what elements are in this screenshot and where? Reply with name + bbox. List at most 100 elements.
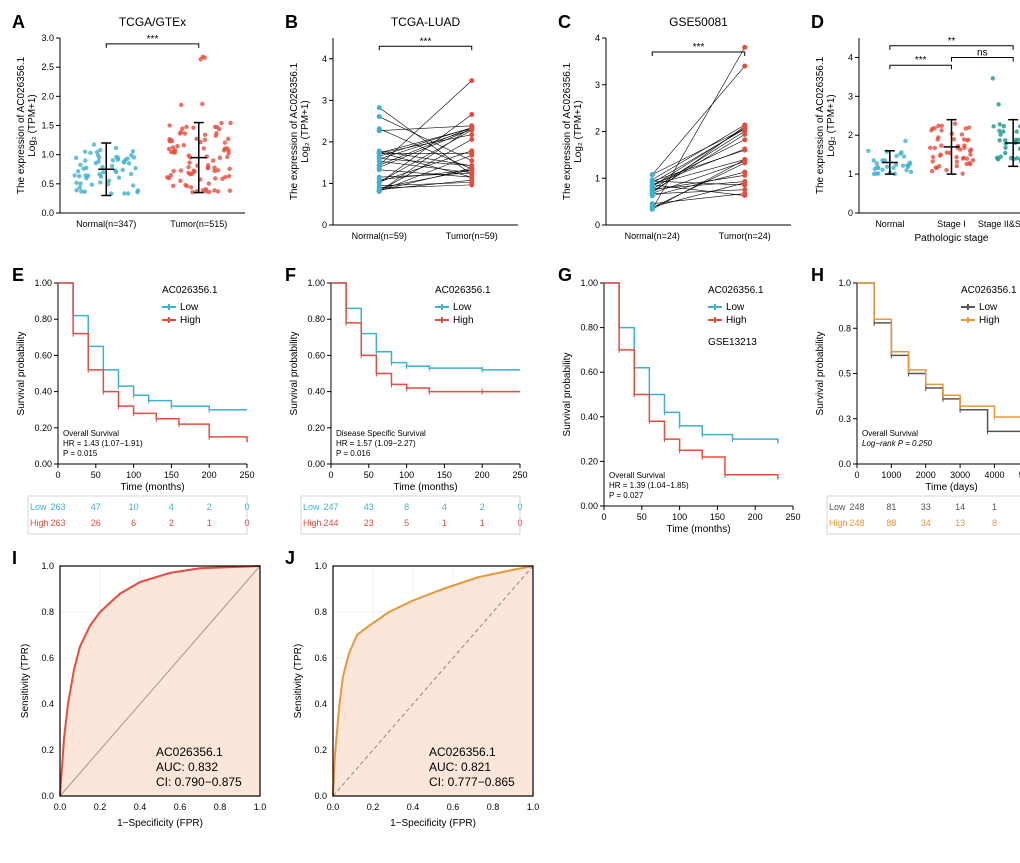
svg-text:GSE13213: GSE13213: [708, 337, 757, 348]
svg-text:8: 8: [404, 502, 409, 512]
svg-text:Normal: Normal: [875, 219, 904, 229]
svg-text:Survival probability: Survival probability: [16, 332, 27, 416]
svg-text:AC026356.1: AC026356.1: [708, 285, 764, 296]
svg-text:43: 43: [364, 502, 374, 512]
svg-text:248: 248: [849, 518, 864, 528]
svg-text:Time (days): Time (days): [925, 482, 977, 493]
svg-text:2.5: 2.5: [41, 62, 54, 72]
svg-text:1.0: 1.0: [41, 150, 54, 160]
svg-text:0.2: 0.2: [41, 745, 54, 755]
svg-text:***: ***: [915, 55, 927, 66]
figure-grid: A0.00.51.01.52.02.53.0TCGA/GTExThe expre…: [10, 10, 1010, 836]
svg-text:P = 0.027: P = 0.027: [609, 491, 644, 500]
svg-text:HR = 1.43 (1.07−1.91): HR = 1.43 (1.07−1.91): [63, 439, 143, 448]
svg-text:0.6: 0.6: [174, 802, 187, 812]
svg-text:**: **: [948, 36, 956, 47]
panel-G: G0.000.200.400.600.801.00050100150200250…: [556, 263, 801, 538]
svg-text:1.0: 1.0: [41, 561, 54, 571]
svg-text:2: 2: [595, 127, 600, 137]
panel-label: D: [811, 12, 824, 33]
svg-text:0.60: 0.60: [307, 350, 325, 360]
svg-text:Survival probability: Survival probability: [289, 332, 300, 416]
svg-text:2: 2: [207, 502, 212, 512]
svg-text:200: 200: [748, 512, 763, 522]
svg-text:0.20: 0.20: [34, 423, 52, 433]
svg-text:AC026356.1: AC026356.1: [961, 285, 1017, 296]
svg-text:0: 0: [322, 220, 327, 230]
panel-label: A: [12, 12, 25, 33]
panel-C: C01234GSE50081The expression of AC026356…: [556, 10, 801, 255]
svg-text:0: 0: [244, 518, 249, 528]
svg-text:4: 4: [848, 52, 853, 62]
svg-text:Overall Survival: Overall Survival: [609, 471, 665, 480]
svg-text:100: 100: [126, 470, 141, 480]
svg-text:250: 250: [239, 470, 254, 480]
svg-text:GSE50081: GSE50081: [669, 15, 728, 29]
svg-text:4: 4: [322, 54, 327, 64]
panel-label: B: [285, 12, 298, 33]
svg-text:6: 6: [131, 518, 136, 528]
svg-text:0.80: 0.80: [307, 314, 325, 324]
svg-text:47: 47: [91, 502, 101, 512]
svg-text:Pathologic stage: Pathologic stage: [915, 233, 989, 244]
svg-text:248: 248: [849, 502, 864, 512]
panel-I: I0.00.00.20.20.40.40.60.60.80.81.01.01−S…: [10, 546, 275, 836]
svg-text:Stage I: Stage I: [937, 219, 966, 229]
svg-text:Log₂ (TPM+1): Log₂ (TPM+1): [826, 94, 837, 157]
svg-text:Log−rank P = 0.250: Log−rank P = 0.250: [862, 439, 933, 448]
svg-text:AC026356.1: AC026356.1: [156, 745, 223, 759]
svg-text:The expression of AC026356.1: The expression of AC026356.1: [289, 62, 300, 200]
svg-text:Log₂ (TPM+1): Log₂ (TPM+1): [300, 100, 311, 163]
svg-text:HR = 1.57 (1.09−2.27): HR = 1.57 (1.09−2.27): [336, 439, 416, 448]
svg-text:1.00: 1.00: [580, 278, 598, 288]
svg-text:Normal(n=59): Normal(n=59): [352, 231, 407, 241]
svg-text:0.40: 0.40: [580, 412, 598, 422]
svg-text:1.5: 1.5: [41, 121, 54, 131]
svg-text:Stage II&Stage III: Stage II&Stage III: [978, 219, 1020, 229]
svg-text:0.80: 0.80: [34, 314, 52, 324]
svg-text:0.60: 0.60: [580, 367, 598, 377]
svg-text:1: 1: [595, 173, 600, 183]
svg-text:150: 150: [710, 512, 725, 522]
svg-text:0: 0: [595, 220, 600, 230]
svg-text:High: High: [303, 518, 322, 528]
svg-text:High: High: [979, 315, 1000, 326]
svg-text:0.80: 0.80: [580, 323, 598, 333]
svg-text:0.40: 0.40: [34, 387, 52, 397]
svg-text:ns: ns: [977, 47, 988, 58]
svg-text:0.3: 0.3: [838, 414, 851, 424]
svg-text:0: 0: [55, 470, 60, 480]
svg-text:High: High: [829, 518, 848, 528]
svg-text:High: High: [726, 315, 747, 326]
svg-text:Normal(n=24): Normal(n=24): [625, 231, 680, 241]
svg-text:2: 2: [848, 130, 853, 140]
svg-text:0.8: 0.8: [314, 607, 327, 617]
svg-text:Low: Low: [726, 302, 745, 313]
svg-text:0.2: 0.2: [367, 802, 380, 812]
svg-text:1−Specificity (FPR): 1−Specificity (FPR): [117, 818, 203, 829]
svg-text:0: 0: [244, 502, 249, 512]
panel-label: I: [12, 548, 17, 569]
svg-text:150: 150: [437, 470, 452, 480]
svg-text:0.20: 0.20: [580, 456, 598, 466]
svg-text:0.00: 0.00: [307, 459, 325, 469]
svg-text:0.0: 0.0: [41, 791, 54, 801]
svg-text:Low: Low: [303, 502, 320, 512]
svg-text:Low: Low: [180, 302, 199, 313]
svg-text:13: 13: [955, 518, 965, 528]
svg-text:Log₂ (TPM+1): Log₂ (TPM+1): [573, 100, 584, 163]
svg-text:0.0: 0.0: [54, 802, 67, 812]
panel-F: F0.000.200.400.600.801.00050100150200250…: [283, 263, 548, 538]
svg-text:0.6: 0.6: [314, 653, 327, 663]
svg-text:0.4: 0.4: [134, 802, 147, 812]
svg-text:0.8: 0.8: [487, 802, 500, 812]
svg-text:Normal(n=347): Normal(n=347): [76, 219, 136, 229]
panel-label: F: [285, 265, 296, 286]
svg-text:0.5: 0.5: [838, 369, 851, 379]
svg-text:1−Specificity (FPR): 1−Specificity (FPR): [390, 818, 476, 829]
svg-text:Time (months): Time (months): [393, 482, 457, 493]
svg-text:Overall Survival: Overall Survival: [63, 429, 119, 438]
svg-text:1.0: 1.0: [527, 802, 540, 812]
svg-text:2.0: 2.0: [41, 91, 54, 101]
svg-text:250: 250: [785, 512, 800, 522]
